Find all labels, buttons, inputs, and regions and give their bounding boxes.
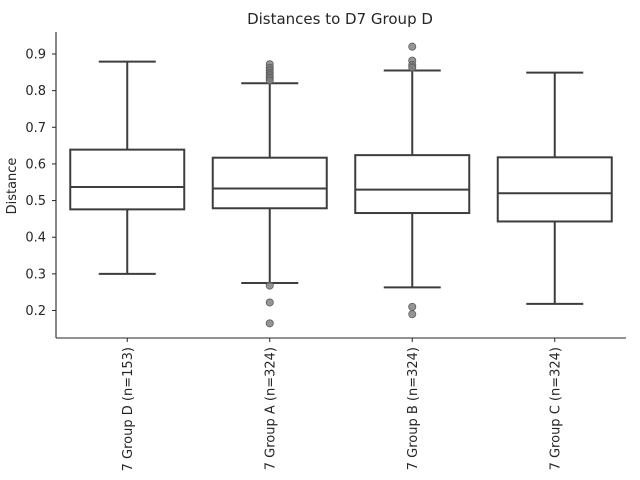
- iqr-box: [496, 156, 613, 223]
- y-axis-label: Distance: [5, 158, 20, 215]
- outlier-point: [408, 310, 417, 319]
- outlier-point: [265, 298, 274, 307]
- boxes: [69, 42, 613, 328]
- y-tick-label: 0.5: [25, 194, 46, 209]
- outlier-point: [265, 281, 274, 290]
- y-tick-label: 0.3: [25, 267, 46, 282]
- box-group: [211, 60, 328, 328]
- box-group: [354, 42, 471, 319]
- outlier-point: [408, 63, 417, 72]
- x-tick-label: 7 Group C (n=324): [548, 347, 563, 470]
- y-tick-label: 0.8: [25, 84, 46, 99]
- iqr-box: [69, 148, 186, 211]
- outlier-point: [408, 42, 417, 51]
- y-tick-label: 0.6: [25, 157, 46, 172]
- outlier-point: [408, 302, 417, 311]
- outlier-point: [265, 76, 274, 85]
- y-tick-label: 0.2: [25, 304, 46, 319]
- x-ticks: 7 Group D (n=153) 7 Group A (n=324) 7 Grou…: [121, 338, 563, 471]
- chart-title: Distances to D7 Group D: [247, 10, 433, 28]
- x-tick-label: 7 Group D (n=153): [121, 347, 136, 471]
- iqr-box: [211, 156, 328, 210]
- y-tick-label: 0.7: [25, 121, 46, 136]
- x-tick-label: 7 Group A (n=324): [263, 347, 278, 470]
- y-tick-label: 0.9: [25, 47, 46, 62]
- box-group: [496, 71, 613, 305]
- box-group: [69, 60, 186, 275]
- iqr-box: [354, 154, 471, 215]
- x-tick-label: 7 Group B (n=324): [406, 347, 421, 470]
- outlier-point: [265, 319, 274, 328]
- y-tick-label: 0.4: [25, 231, 46, 246]
- y-ticks: 0.2 0.3 0.4 0.5 0.6 0.7 0.8 0.9: [25, 47, 56, 319]
